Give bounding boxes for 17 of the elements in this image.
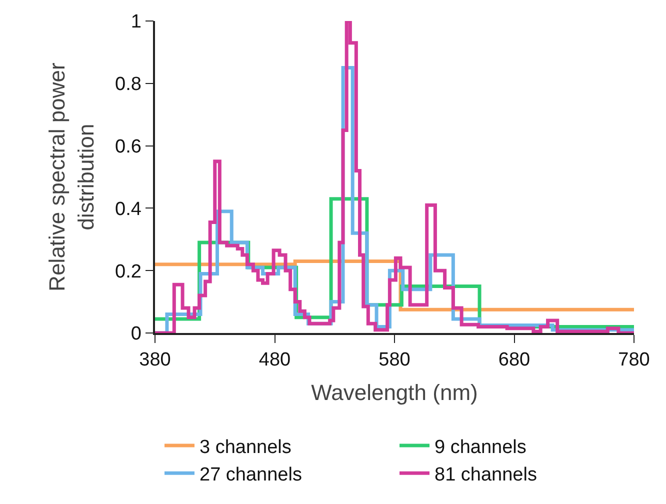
y-tick-label: 0.4 (115, 198, 142, 220)
x-axis-title: Wavelength (nm) (311, 380, 478, 405)
y-tick-label: 0.2 (115, 261, 142, 282)
y-axis-title: Relative spectral power distribution (44, 62, 98, 292)
x-tick-label: 680 (498, 350, 530, 371)
y-tick-label: 0.8 (115, 74, 142, 96)
x-tick-label: 580 (378, 350, 410, 371)
legend-label: 9 channels (434, 436, 526, 458)
y-tick-label: 1 (130, 12, 142, 33)
x-tick-label: 480 (258, 350, 291, 371)
x-tick-label: 380 (139, 350, 171, 371)
legend-label: 27 channels (200, 464, 302, 486)
x-tick-label: 780 (618, 350, 650, 371)
legend-label: 3 channels (200, 436, 292, 458)
y-tick-label: 0.6 (115, 136, 142, 158)
y-tick-label: 0 (130, 324, 142, 345)
legend-label: 81 channels (434, 464, 537, 486)
